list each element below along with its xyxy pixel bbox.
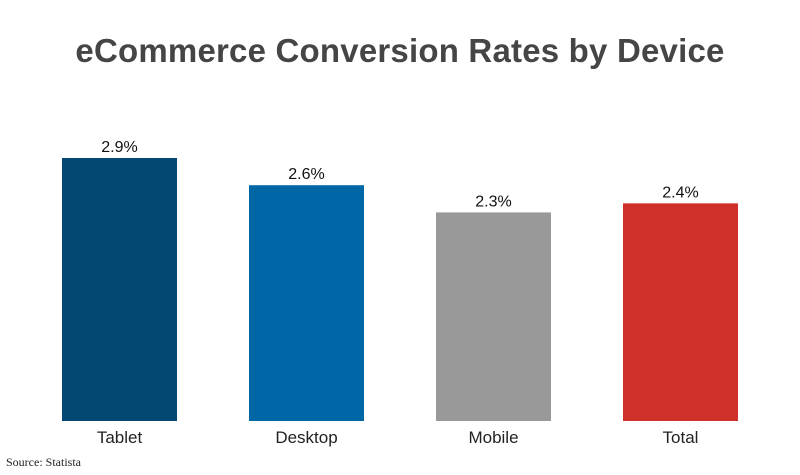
- category-label-tablet: Tablet: [97, 428, 143, 447]
- category-labels-group: Tablet Desktop Mobile Total: [97, 428, 699, 447]
- category-label-mobile: Mobile: [468, 428, 518, 447]
- category-label-desktop: Desktop: [275, 428, 337, 447]
- category-label-total: Total: [663, 428, 699, 447]
- value-label-total: 2.4%: [662, 184, 698, 201]
- bar-mobile: [436, 212, 551, 421]
- source-note: Source: Statista: [6, 455, 81, 469]
- value-label-mobile: 2.3%: [475, 193, 511, 210]
- bar-total: [623, 203, 738, 421]
- bar-desktop: [249, 185, 364, 421]
- bars-group: [62, 158, 738, 421]
- value-label-tablet: 2.9%: [101, 139, 137, 156]
- value-label-desktop: 2.6%: [288, 166, 324, 183]
- value-labels-group: 2.9% 2.6% 2.3% 2.4%: [101, 139, 698, 210]
- bar-tablet: [62, 158, 177, 421]
- chart-title: eCommerce Conversion Rates by Device: [75, 32, 725, 69]
